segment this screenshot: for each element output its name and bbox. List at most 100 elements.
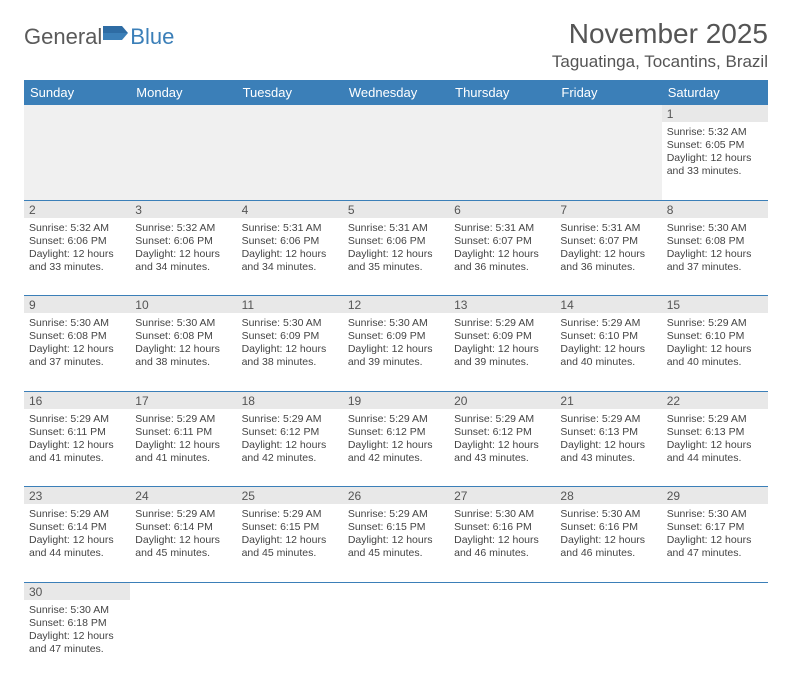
sunset-line: Sunset: 6:05 PM — [667, 139, 763, 152]
sunrise-line: Sunrise: 5:30 AM — [29, 604, 125, 617]
day-cell-body: Sunrise: 5:30 AMSunset: 6:18 PMDaylight:… — [29, 603, 125, 657]
day-cell: Sunrise: 5:32 AMSunset: 6:06 PMDaylight:… — [130, 218, 236, 296]
month-title: November 2025 — [552, 18, 768, 50]
empty-cell — [237, 600, 343, 678]
calendar-row: Sunrise: 5:32 AMSunset: 6:05 PMDaylight:… — [24, 122, 768, 200]
logo: General Blue — [24, 24, 174, 50]
empty-cell — [343, 122, 449, 200]
day-cell-body: Sunrise: 5:30 AMSunset: 6:09 PMDaylight:… — [348, 316, 444, 370]
daylight-line: Daylight: 12 hours and 37 minutes. — [29, 343, 125, 369]
sunset-line: Sunset: 6:12 PM — [242, 426, 338, 439]
day-number-cell: 25 — [237, 487, 343, 505]
sunset-line: Sunset: 6:07 PM — [560, 235, 656, 248]
empty-cell — [237, 122, 343, 200]
day-number-cell — [343, 105, 449, 122]
daylight-line: Daylight: 12 hours and 47 minutes. — [29, 630, 125, 656]
day-cell: Sunrise: 5:30 AMSunset: 6:08 PMDaylight:… — [130, 313, 236, 391]
day-number-cell: 23 — [24, 487, 130, 505]
sunrise-line: Sunrise: 5:30 AM — [667, 508, 763, 521]
daylight-line: Daylight: 12 hours and 38 minutes. — [135, 343, 231, 369]
day-cell-body: Sunrise: 5:32 AMSunset: 6:05 PMDaylight:… — [667, 125, 763, 179]
day-number-cell — [130, 582, 236, 600]
day-number-cell: 12 — [343, 296, 449, 314]
day-number-cell: 19 — [343, 391, 449, 409]
sunrise-line: Sunrise: 5:29 AM — [29, 508, 125, 521]
sunrise-line: Sunrise: 5:29 AM — [454, 317, 550, 330]
day-number-cell: 29 — [662, 487, 768, 505]
day-cell-body: Sunrise: 5:30 AMSunset: 6:08 PMDaylight:… — [135, 316, 231, 370]
day-number-cell — [555, 105, 661, 122]
daylight-line: Daylight: 12 hours and 44 minutes. — [29, 534, 125, 560]
daylight-line: Daylight: 12 hours and 36 minutes. — [560, 248, 656, 274]
daylight-line: Daylight: 12 hours and 41 minutes. — [29, 439, 125, 465]
day-cell: Sunrise: 5:31 AMSunset: 6:07 PMDaylight:… — [555, 218, 661, 296]
day-cell-body: Sunrise: 5:30 AMSunset: 6:16 PMDaylight:… — [560, 507, 656, 561]
daylight-line: Daylight: 12 hours and 38 minutes. — [242, 343, 338, 369]
sunrise-line: Sunrise: 5:29 AM — [135, 508, 231, 521]
day-number-cell: 18 — [237, 391, 343, 409]
day-cell-body: Sunrise: 5:30 AMSunset: 6:08 PMDaylight:… — [667, 221, 763, 275]
sunset-line: Sunset: 6:11 PM — [135, 426, 231, 439]
daylight-line: Daylight: 12 hours and 39 minutes. — [348, 343, 444, 369]
day-number-cell — [24, 105, 130, 122]
day-number-cell — [555, 582, 661, 600]
day-number-cell — [237, 105, 343, 122]
day-number-cell: 14 — [555, 296, 661, 314]
sunrise-line: Sunrise: 5:31 AM — [454, 222, 550, 235]
sunset-line: Sunset: 6:17 PM — [667, 521, 763, 534]
day-cell: Sunrise: 5:29 AMSunset: 6:12 PMDaylight:… — [449, 409, 555, 487]
day-cell: Sunrise: 5:29 AMSunset: 6:10 PMDaylight:… — [662, 313, 768, 391]
daylight-line: Daylight: 12 hours and 41 minutes. — [135, 439, 231, 465]
sunset-line: Sunset: 6:18 PM — [29, 617, 125, 630]
sunrise-line: Sunrise: 5:32 AM — [135, 222, 231, 235]
daylight-line: Daylight: 12 hours and 45 minutes. — [348, 534, 444, 560]
daynum-row: 23242526272829 — [24, 487, 768, 505]
day-cell-body: Sunrise: 5:29 AMSunset: 6:11 PMDaylight:… — [135, 412, 231, 466]
day-cell-body: Sunrise: 5:29 AMSunset: 6:15 PMDaylight:… — [242, 507, 338, 561]
calendar-body: 1 Sunrise: 5:32 AMSunset: 6:05 PMDayligh… — [24, 105, 768, 678]
sunrise-line: Sunrise: 5:29 AM — [29, 413, 125, 426]
day-header-thursday: Thursday — [449, 80, 555, 105]
empty-cell — [662, 600, 768, 678]
day-cell: Sunrise: 5:29 AMSunset: 6:11 PMDaylight:… — [130, 409, 236, 487]
sunset-line: Sunset: 6:15 PM — [242, 521, 338, 534]
day-number-cell: 30 — [24, 582, 130, 600]
day-cell-body: Sunrise: 5:29 AMSunset: 6:12 PMDaylight:… — [454, 412, 550, 466]
daynum-row: 30 — [24, 582, 768, 600]
sunset-line: Sunset: 6:13 PM — [667, 426, 763, 439]
sunrise-line: Sunrise: 5:30 AM — [667, 222, 763, 235]
daylight-line: Daylight: 12 hours and 43 minutes. — [560, 439, 656, 465]
day-cell: Sunrise: 5:29 AMSunset: 6:15 PMDaylight:… — [237, 504, 343, 582]
daylight-line: Daylight: 12 hours and 45 minutes. — [242, 534, 338, 560]
day-cell: Sunrise: 5:29 AMSunset: 6:09 PMDaylight:… — [449, 313, 555, 391]
sunset-line: Sunset: 6:10 PM — [667, 330, 763, 343]
day-cell: Sunrise: 5:29 AMSunset: 6:12 PMDaylight:… — [343, 409, 449, 487]
sunrise-line: Sunrise: 5:30 AM — [135, 317, 231, 330]
day-cell: Sunrise: 5:29 AMSunset: 6:13 PMDaylight:… — [662, 409, 768, 487]
title-block: November 2025 Taguatinga, Tocantins, Bra… — [552, 18, 768, 72]
day-number-cell — [449, 105, 555, 122]
sunset-line: Sunset: 6:07 PM — [454, 235, 550, 248]
sunset-line: Sunset: 6:14 PM — [29, 521, 125, 534]
sunrise-line: Sunrise: 5:29 AM — [348, 508, 444, 521]
day-cell: Sunrise: 5:30 AMSunset: 6:09 PMDaylight:… — [343, 313, 449, 391]
day-number-cell: 13 — [449, 296, 555, 314]
sunrise-line: Sunrise: 5:31 AM — [242, 222, 338, 235]
empty-cell — [130, 600, 236, 678]
sunrise-line: Sunrise: 5:29 AM — [667, 413, 763, 426]
sunset-line: Sunset: 6:06 PM — [348, 235, 444, 248]
day-number-cell: 15 — [662, 296, 768, 314]
day-cell-body: Sunrise: 5:29 AMSunset: 6:09 PMDaylight:… — [454, 316, 550, 370]
logo-text-blue: Blue — [130, 24, 174, 50]
day-cell: Sunrise: 5:29 AMSunset: 6:13 PMDaylight:… — [555, 409, 661, 487]
sunset-line: Sunset: 6:13 PM — [560, 426, 656, 439]
sunset-line: Sunset: 6:06 PM — [29, 235, 125, 248]
sunset-line: Sunset: 6:12 PM — [348, 426, 444, 439]
day-cell-body: Sunrise: 5:30 AMSunset: 6:09 PMDaylight:… — [242, 316, 338, 370]
empty-cell — [343, 600, 449, 678]
day-cell: Sunrise: 5:31 AMSunset: 6:07 PMDaylight:… — [449, 218, 555, 296]
day-cell: Sunrise: 5:29 AMSunset: 6:15 PMDaylight:… — [343, 504, 449, 582]
sunrise-line: Sunrise: 5:30 AM — [348, 317, 444, 330]
day-cell-body: Sunrise: 5:29 AMSunset: 6:10 PMDaylight:… — [667, 316, 763, 370]
sunset-line: Sunset: 6:16 PM — [560, 521, 656, 534]
